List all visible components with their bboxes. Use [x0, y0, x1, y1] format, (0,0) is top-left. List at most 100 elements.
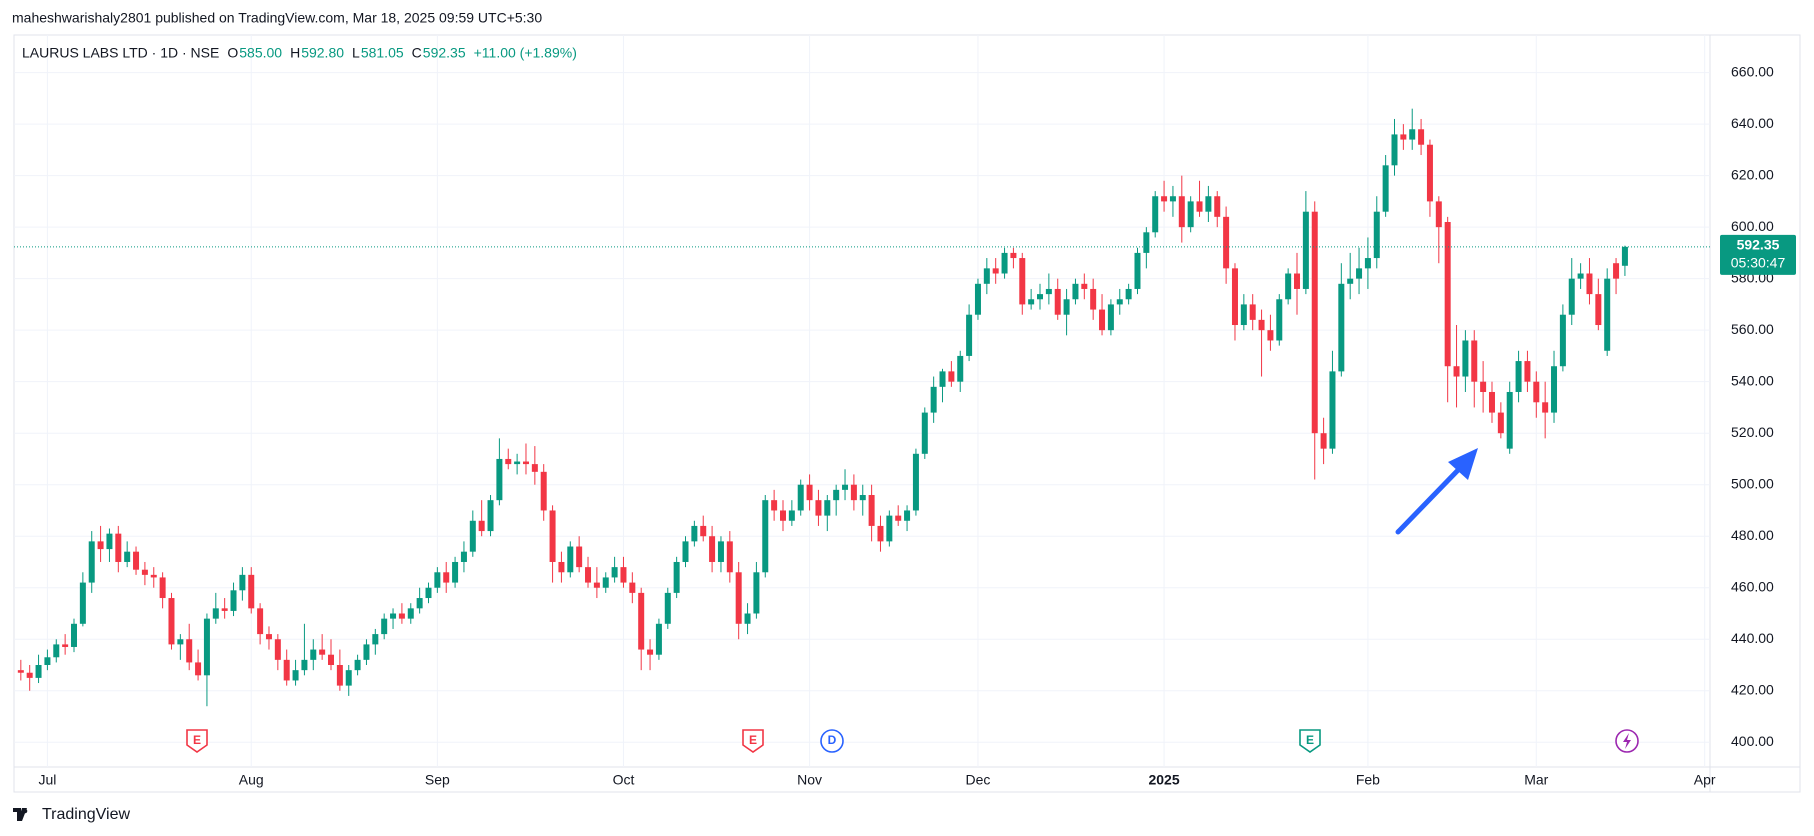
candle-body	[735, 572, 742, 624]
candle-body	[1276, 299, 1283, 341]
candle-body	[1028, 299, 1035, 305]
event-letter: E	[1306, 733, 1314, 747]
candle-body	[1435, 201, 1442, 228]
candle-body	[44, 657, 51, 666]
legend-low-value: 581.05	[361, 45, 404, 61]
candle-body	[274, 639, 281, 660]
candle-body	[691, 525, 698, 542]
candle-body	[567, 546, 574, 573]
legend-open-label: O	[227, 45, 238, 61]
candle-body	[1577, 273, 1584, 279]
candle-body	[806, 484, 813, 501]
candle-body	[354, 659, 361, 671]
legend-low-label: L	[352, 45, 360, 61]
candle-body	[133, 551, 140, 570]
candle-body	[434, 572, 441, 588]
candle-body	[1019, 258, 1026, 305]
x-tick-label: Oct	[613, 772, 635, 788]
candle-body	[531, 464, 538, 472]
candle-body	[895, 515, 902, 521]
candle-body	[824, 500, 831, 516]
candle-body	[1205, 196, 1212, 212]
candle-body	[974, 283, 981, 315]
candle-body	[1134, 252, 1141, 289]
x-tick-label: Dec	[966, 772, 991, 788]
candle-body	[1107, 304, 1114, 331]
candle-body	[265, 634, 272, 640]
candle-body	[1409, 129, 1416, 140]
candle-body	[1045, 288, 1052, 295]
chart-frame	[13, 34, 1801, 793]
candle-body	[1116, 299, 1123, 305]
candle-body	[522, 461, 529, 465]
brand-name: TradingView	[42, 806, 130, 823]
countdown-label: 05:30:47	[1731, 255, 1786, 271]
candle-body	[390, 613, 397, 619]
y-tick-label: 540.00	[1731, 372, 1774, 388]
candle-body	[717, 541, 724, 562]
candle-body	[576, 546, 583, 568]
candle-body	[150, 574, 157, 578]
lightning-icon	[1623, 733, 1631, 749]
x-tick-label: Apr	[1694, 772, 1716, 788]
arrow-head	[1448, 448, 1478, 480]
candle-body	[1302, 211, 1309, 289]
candle-body	[1488, 391, 1495, 413]
last-price-box	[1720, 234, 1796, 275]
y-tick-label: 560.00	[1731, 321, 1774, 337]
candle-body	[1311, 211, 1318, 434]
x-tick-label: Sep	[425, 772, 450, 788]
candle-body	[1444, 221, 1451, 367]
candle-body	[115, 533, 122, 562]
candle-body	[833, 489, 840, 501]
x-tick-label: Feb	[1356, 772, 1380, 788]
legend-symbol: LAURUS LABS LTD · 1D · NSE	[22, 45, 219, 61]
candle-body	[195, 662, 202, 676]
candle-body	[1320, 433, 1327, 449]
legend-close-label: C	[412, 45, 422, 61]
candle-body	[381, 618, 388, 635]
candle-body	[673, 561, 680, 593]
candle-body	[1373, 211, 1380, 259]
candle-body	[283, 659, 290, 681]
x-tick-label: 2025	[1148, 772, 1179, 788]
candle-body	[788, 510, 795, 521]
candle-body	[1382, 165, 1389, 212]
legend: LAURUS LABS LTD · 1D · NSE O 585.00 H 592.8…	[22, 45, 577, 61]
candle-body	[363, 644, 370, 660]
candle-body	[1187, 201, 1194, 228]
y-tick-label: 440.00	[1731, 630, 1774, 646]
candle-body	[469, 520, 476, 552]
event-badge	[742, 729, 764, 753]
candle-body	[1294, 273, 1301, 289]
candle-body	[452, 561, 459, 583]
y-tick-label: 620.00	[1731, 166, 1774, 182]
candle-body	[1524, 361, 1531, 382]
candle-body	[1480, 381, 1487, 392]
candle-body	[1418, 129, 1425, 145]
x-tick-label: Nov	[797, 772, 822, 788]
candle-body	[407, 608, 414, 619]
candle-body	[655, 623, 662, 655]
candle-body	[416, 598, 423, 609]
candle-body	[753, 572, 760, 614]
candle-body	[726, 541, 733, 573]
candle-body	[1568, 278, 1575, 315]
candle-body	[141, 569, 148, 575]
candle-body	[1090, 288, 1097, 310]
y-tick-label: 460.00	[1731, 578, 1774, 594]
candle-body	[1010, 252, 1017, 259]
candle-body	[815, 500, 822, 516]
candle-body	[1400, 134, 1407, 140]
candle-body	[496, 458, 503, 501]
y-tick-label: 500.00	[1731, 475, 1774, 491]
candle-body	[425, 587, 432, 599]
grid	[14, 35, 1710, 767]
candle-body	[1223, 216, 1230, 269]
candle-body	[1072, 283, 1079, 300]
candle-body	[992, 268, 999, 274]
candle-body	[1338, 283, 1345, 372]
y-tick-label: 480.00	[1731, 527, 1774, 543]
